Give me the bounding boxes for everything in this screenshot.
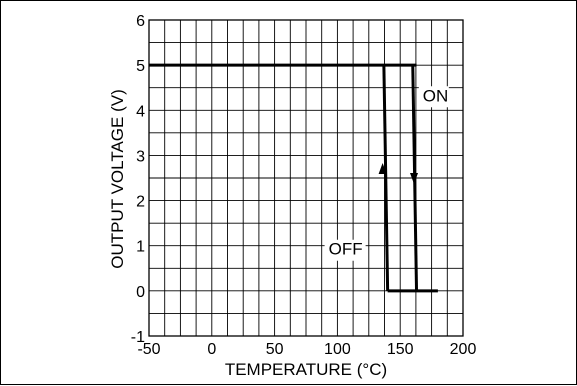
x-tick-label-1: 0 — [207, 341, 216, 358]
x-tick-label-5: 200 — [450, 341, 477, 358]
y-tick-label-0: -1 — [131, 329, 145, 346]
y-axis-label: OUTPUT VOLTAGE (V) — [108, 89, 127, 268]
x-tick-label-2: 50 — [266, 341, 284, 358]
x-tick-label-4: 150 — [387, 341, 414, 358]
x-tick-label-0: -50 — [137, 341, 160, 358]
annotation-off: OFF — [329, 240, 363, 259]
x-axis-label: TEMPERATURE (°C) — [225, 360, 387, 379]
y-tick-label-2: 1 — [136, 239, 145, 256]
arrow-up-0 — [378, 162, 387, 174]
annotation-on: ON — [423, 86, 449, 105]
y-tick-label-4: 3 — [136, 148, 145, 165]
tick-labels: -50 0 50 100 150 200 -1 0 1 2 3 4 5 6 — [131, 13, 477, 358]
x-tick-label-3: 100 — [324, 341, 351, 358]
annotation-background-1 — [324, 239, 366, 261]
arrow-down-1 — [410, 173, 419, 184]
plot-border — [148, 19, 464, 337]
annotations: ON OFF — [324, 86, 449, 261]
hysteresis-curve — [149, 63, 438, 293]
annotation-background-0 — [418, 86, 449, 108]
y-tick-label-7: 6 — [136, 13, 145, 30]
y-tick-label-5: 4 — [136, 103, 145, 120]
y-tick-label-6: 5 — [136, 58, 145, 75]
y-tick-label-3: 2 — [136, 194, 145, 211]
y-tick-label-1: 0 — [136, 284, 145, 301]
rising-edge-line — [382, 65, 390, 291]
